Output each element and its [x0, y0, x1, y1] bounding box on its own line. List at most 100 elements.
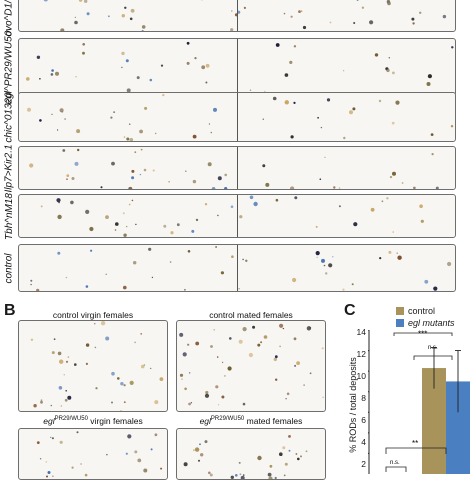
- deposit-spot: [327, 98, 330, 101]
- deposit-spot: [379, 257, 381, 259]
- deposit-spot: [89, 227, 93, 231]
- deposit-spot: [419, 12, 421, 14]
- deposit-spot: [419, 204, 423, 208]
- allele: PR29/WU50: [211, 416, 244, 422]
- deposit-spot: [294, 45, 296, 47]
- deposit-spot: [137, 76, 140, 79]
- deposit-spot: [199, 443, 201, 445]
- deposit-spot: [243, 403, 246, 406]
- title-rest: mated females: [244, 416, 302, 426]
- deposit-spot: [124, 136, 125, 137]
- deposit-spot: [208, 162, 212, 166]
- deposit-spot: [142, 30, 144, 32]
- deposit-spot: [253, 202, 257, 206]
- deposit-spot: [322, 397, 323, 398]
- deposit-spot: [77, 149, 79, 151]
- legend-item-control: control: [396, 306, 435, 316]
- deposit-spot: [62, 149, 65, 152]
- deposit-spot: [141, 149, 143, 151]
- deposit-spot: [187, 62, 190, 65]
- deposit-spot: [431, 133, 434, 136]
- deposit-spot: [187, 42, 190, 45]
- y-tick-label: 12: [348, 349, 366, 359]
- deposit-spot: [58, 352, 62, 356]
- deposit-spot: [162, 94, 164, 96]
- deposit-spot: [133, 261, 136, 264]
- deposit-spot: [77, 431, 79, 433]
- deposit-spot: [389, 57, 390, 58]
- deposit-spot: [231, 205, 234, 208]
- deposit-spot: [74, 21, 78, 25]
- deposit-spot: [284, 475, 286, 477]
- deposit-spot: [242, 259, 244, 261]
- deposit-spot: [87, 12, 90, 15]
- deposit-spot: [111, 372, 115, 376]
- deposit-spot: [427, 82, 431, 86]
- deposit-spot: [196, 219, 198, 221]
- deposit-spot: [297, 458, 300, 461]
- deposit-spot: [279, 324, 283, 328]
- image-divider: [237, 0, 238, 31]
- deposit-spot: [386, 197, 388, 199]
- deposit-spot: [64, 374, 65, 375]
- deposit-spot: [36, 289, 39, 292]
- deposit-spot: [307, 326, 311, 330]
- deposit-spot: [130, 18, 133, 21]
- deposit-spot: [37, 56, 40, 59]
- deposit-spot: [239, 340, 243, 344]
- deposit-spot: [140, 174, 141, 175]
- deposit-spot: [221, 271, 224, 274]
- y-tick-label: 4: [348, 437, 366, 447]
- deposit-spot: [123, 234, 126, 237]
- deposit-spot: [215, 385, 218, 388]
- deposit-spot: [134, 450, 137, 453]
- deposit-spot: [379, 100, 381, 102]
- deposit-spot: [68, 356, 70, 358]
- deposit-spot: [260, 341, 262, 343]
- deposit-spot: [188, 403, 191, 406]
- y-tick-label: 10: [348, 371, 366, 381]
- deposit-spot: [257, 456, 261, 460]
- deposit-spot: [392, 172, 396, 176]
- deposit-spot: [126, 59, 129, 62]
- deposit-spot: [284, 13, 286, 15]
- deposit-spot: [161, 65, 163, 67]
- deposit-spot: [129, 123, 131, 125]
- deposit-spot: [58, 202, 60, 204]
- deposit-spot: [339, 187, 341, 189]
- deposit-spot: [66, 361, 68, 363]
- legend-label: control: [408, 306, 435, 316]
- deposit-spot: [39, 78, 41, 80]
- deposit-spot: [268, 473, 272, 477]
- deposit-spot: [82, 52, 85, 55]
- image-divider: [237, 147, 238, 189]
- row-label-text: chic^01320: [4, 92, 15, 142]
- deposit-spot: [30, 284, 32, 286]
- image-egl-mated: [176, 428, 326, 480]
- deposit-spot: [294, 337, 297, 340]
- deposit-spot: [268, 477, 272, 480]
- deposit-spot: [26, 77, 30, 81]
- deposit-spot: [279, 346, 281, 348]
- deposit-spot: [66, 277, 68, 279]
- sig-bracket-top-ns: [414, 356, 452, 360]
- deposit-spot: [106, 274, 107, 275]
- deposit-spot: [191, 402, 192, 403]
- deposit-spot: [357, 0, 359, 1]
- image-row-ovo: [18, 0, 456, 32]
- deposit-spot: [65, 399, 68, 402]
- deposit-spot: [447, 262, 451, 266]
- deposit-spot: [189, 372, 190, 373]
- deposit-spot: [95, 387, 97, 389]
- deposit-spot: [228, 366, 232, 370]
- deposit-spot: [60, 108, 64, 112]
- deposit-spot: [105, 337, 109, 341]
- deposit-spot: [289, 450, 291, 452]
- image-row-ilp7: [18, 146, 456, 190]
- sig-label: **: [412, 439, 418, 448]
- deposit-spot: [184, 388, 187, 391]
- deposit-spot: [387, 2, 391, 6]
- deposit-spot: [123, 286, 127, 290]
- deposit-spot: [428, 74, 432, 78]
- deposit-spot: [86, 343, 89, 346]
